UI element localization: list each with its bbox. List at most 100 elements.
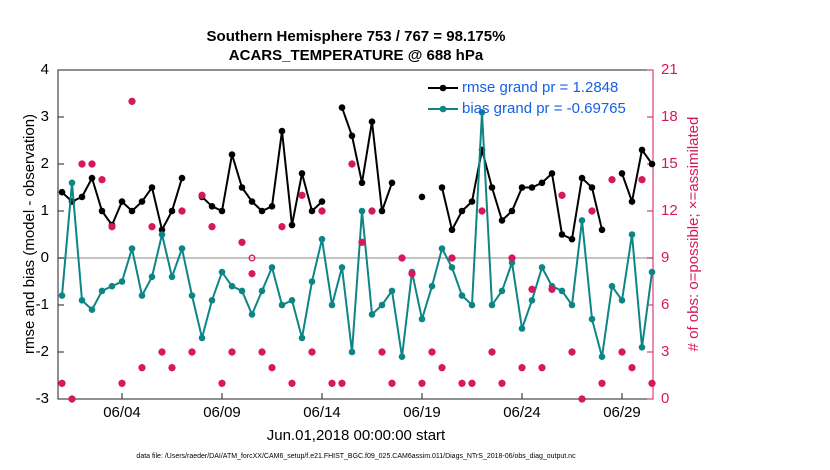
series-line (621, 147, 653, 206)
point (208, 297, 216, 304)
assimilated-marker (178, 207, 186, 215)
point (338, 264, 346, 271)
point (178, 174, 186, 182)
point (538, 179, 546, 187)
point (428, 282, 436, 290)
point (258, 207, 266, 215)
x-tick-label: 06/04 (103, 404, 141, 421)
assimilated-marker (608, 176, 616, 184)
y-tick-label: 3 (41, 108, 49, 125)
point (368, 311, 376, 318)
y2-tick-label: 9 (661, 249, 669, 266)
point (298, 170, 306, 177)
point (78, 297, 86, 304)
legend-label: bias grand pr = -0.69765 (462, 100, 626, 117)
assimilated-marker (188, 348, 196, 356)
assimilated-marker (598, 379, 606, 387)
assimilated-marker (78, 160, 86, 168)
point (338, 104, 346, 111)
chart-subtitle: ACARS_TEMPERATURE @ 688 hPa (229, 47, 484, 64)
point (118, 198, 126, 205)
y-tick-label: 1 (41, 202, 49, 219)
point (368, 118, 376, 125)
legend-marker (439, 105, 447, 113)
assimilated-marker (368, 207, 376, 215)
point (98, 207, 106, 215)
assimilated-marker (548, 285, 556, 293)
point (488, 301, 496, 309)
assimilated-marker (478, 207, 486, 215)
assimilated-marker (278, 223, 286, 231)
point (158, 226, 166, 234)
point (68, 179, 76, 187)
assimilated-marker (518, 364, 526, 372)
point (238, 287, 246, 295)
point (228, 282, 236, 290)
assimilated-marker (258, 348, 266, 356)
point (418, 315, 426, 323)
point (198, 334, 206, 342)
point (318, 235, 326, 243)
point (598, 226, 606, 234)
point (628, 198, 636, 205)
point (58, 292, 66, 299)
point (178, 245, 186, 252)
assimilated-marker (488, 348, 496, 356)
y-tick-label: 2 (41, 155, 49, 172)
assimilated-marker (298, 191, 306, 199)
assimilated-marker (218, 379, 226, 387)
legend-marker (439, 84, 447, 92)
point (458, 292, 466, 299)
point (508, 207, 516, 215)
point (268, 264, 276, 271)
point (268, 203, 276, 210)
point (558, 287, 566, 295)
point (618, 297, 626, 304)
assimilated-marker (568, 348, 576, 356)
x-axis-label: Jun.01,2018 00:00:00 start (267, 427, 446, 444)
y-tick-label: 4 (41, 61, 49, 78)
point (358, 207, 366, 215)
point (258, 287, 266, 295)
point (498, 217, 506, 224)
point (208, 203, 216, 210)
point (288, 221, 296, 229)
y2-tick-label: 12 (661, 202, 678, 219)
y2-tick-label: 18 (661, 108, 678, 125)
point (568, 235, 576, 243)
assimilated-marker (108, 223, 116, 231)
point (498, 287, 506, 295)
point (608, 282, 616, 290)
point (638, 344, 646, 351)
assimilated-marker (148, 223, 156, 231)
assimilated-marker (408, 270, 416, 278)
point (588, 184, 596, 191)
point (348, 132, 356, 140)
point (378, 207, 386, 215)
point (248, 198, 256, 205)
point (588, 315, 596, 323)
point (528, 184, 536, 191)
x-tick-label: 06/29 (603, 404, 641, 421)
possible-marker (248, 254, 256, 262)
y2-tick-label: 3 (661, 343, 669, 360)
point (648, 268, 656, 276)
point (528, 297, 536, 304)
assimilated-marker (88, 160, 96, 168)
point (348, 348, 356, 356)
chart-title: Southern Hemisphere 753 / 767 = 98.175% (207, 28, 506, 45)
assimilated-marker (458, 379, 466, 387)
point (548, 170, 556, 177)
point (418, 193, 426, 201)
point (388, 287, 396, 295)
assimilated-marker (198, 191, 206, 199)
point (278, 301, 286, 309)
assimilated-marker (118, 379, 126, 387)
point (388, 179, 396, 187)
x-tick-label: 06/09 (203, 404, 241, 421)
point (108, 282, 116, 290)
y-tick-label: -1 (36, 296, 49, 313)
assimilated-marker (508, 254, 516, 262)
point (148, 184, 156, 191)
